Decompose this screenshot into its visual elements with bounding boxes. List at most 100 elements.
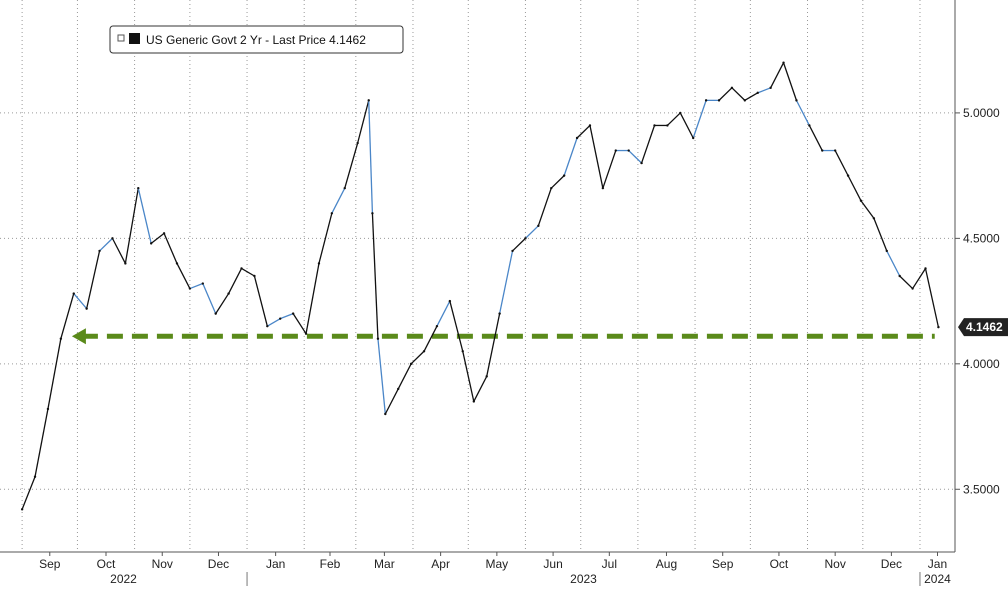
series-segment [912,268,927,289]
legend: US Generic Govt 2 Yr - Last Price 4.1462 [109,25,404,54]
series-segment [47,338,62,410]
series-segment [215,293,230,314]
series-point [175,262,179,265]
series-segment [137,188,152,244]
series-point [149,242,153,245]
last-value-badge [958,318,1008,337]
series-point [485,375,488,378]
series-segment [371,213,379,339]
series-segment [860,200,875,219]
series-segment [150,232,165,244]
series-point [376,337,380,340]
series-point [266,324,269,328]
series-segment [886,250,901,277]
series-point [885,249,888,253]
series-segment [368,100,374,214]
series-segment [228,268,243,294]
series-segment [73,293,88,310]
series-segment [550,175,565,189]
series-segment [34,408,49,477]
series-point [511,249,514,253]
x-tick-label: Sep [712,557,734,571]
series-point [304,332,308,335]
series-segment [423,325,438,352]
series-point [367,99,370,102]
legend-box [109,25,404,54]
x-year-label: 2023 [570,572,597,586]
series-point [20,508,24,511]
series-segment [253,275,268,327]
series-point [692,136,695,140]
series-segment [486,313,501,377]
series-point [59,337,63,340]
x-tick-label: Nov [824,557,845,571]
reference-arrowhead [71,328,86,345]
y-tick-label: 4.0000 [963,357,1000,371]
series-segment [576,124,591,139]
series-segment [357,100,370,144]
series-point [356,141,359,145]
legend-expand-icon [117,34,125,42]
series-segment [241,267,255,277]
series-segment [524,225,539,239]
series-segment [124,188,139,264]
series-point [435,324,439,328]
series-point [756,91,759,95]
x-tick-label: Oct [97,557,116,571]
series-segment [384,388,399,415]
series-point [291,312,295,315]
x-tick-label: Mar [374,557,395,571]
series-segment [111,238,126,264]
series-point [461,350,464,353]
series-point [343,186,346,190]
x-year-label: 2022 [110,572,137,586]
y-tick-label: 4.5000 [963,231,1000,245]
series-segment [589,125,604,189]
series-point [898,274,901,278]
y-tick-label: 5.0000 [963,106,1000,120]
series-point [627,149,630,152]
series-segment [847,175,862,202]
series-point [33,475,37,478]
series-point [253,274,256,278]
series-point [795,99,798,102]
x-tick-label: Oct [770,557,789,571]
series-point [317,262,321,265]
series-point [562,174,566,177]
series-segment [640,125,656,164]
series-segment [473,376,488,402]
x-tick-label: Jan [266,557,285,571]
series-point [911,287,914,290]
legend-swatch [129,33,140,44]
x-tick-label: Apr [431,557,450,571]
series-point [730,86,734,90]
series-point [409,362,413,366]
series-point [743,99,747,102]
series-point [588,124,592,127]
series-point [601,186,605,190]
series-point [704,99,708,102]
series-segment [189,282,204,290]
series-point [833,149,837,152]
series-point [524,237,527,240]
grid [0,0,955,552]
series-segment [899,275,914,290]
series-segment [397,363,412,390]
series-segment [679,112,694,139]
series-segment [410,350,425,365]
series-point [537,224,540,228]
series-point [188,287,192,290]
series-segment [628,150,643,164]
series-segment [318,213,333,264]
series-segment [21,476,36,510]
series-point [498,312,501,315]
series-point [653,124,656,127]
y-tick-label: 3.5000 [963,482,1000,496]
series-point [124,262,127,265]
series-segment [744,92,759,101]
series-segment [266,318,281,327]
series-point [769,86,772,90]
series-point [111,237,114,240]
series-point [397,387,400,391]
x-tick-label: Feb [320,557,341,571]
